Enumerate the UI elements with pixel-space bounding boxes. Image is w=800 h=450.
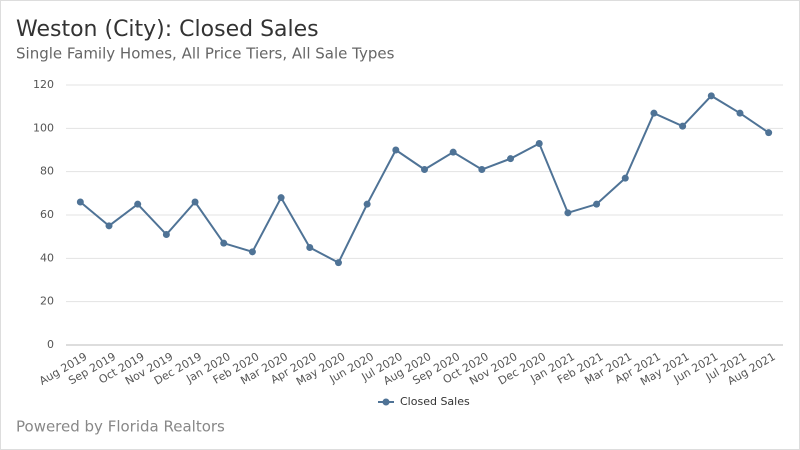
point <box>220 239 228 247</box>
legend-label: Closed Sales <box>400 395 470 408</box>
point <box>478 166 486 173</box>
y-tick-label: 120 <box>33 78 54 91</box>
y-tick-label: 40 <box>40 251 54 264</box>
point <box>392 146 400 154</box>
point <box>507 155 515 163</box>
point <box>535 140 543 147</box>
point <box>765 129 773 137</box>
point <box>334 259 342 267</box>
point <box>679 122 687 130</box>
point <box>449 148 457 156</box>
chart-subtitle: Single Family Homes, All Price Tiers, Al… <box>16 45 395 63</box>
y-tick-label: 80 <box>40 165 54 178</box>
point <box>363 200 371 208</box>
point <box>191 198 199 206</box>
legend-marker <box>382 398 390 406</box>
point <box>650 109 658 117</box>
point <box>306 244 314 251</box>
y-tick-label: 100 <box>33 121 54 134</box>
point <box>421 166 428 173</box>
footer: Powered by Florida Realtors <box>16 418 225 436</box>
point <box>707 92 715 100</box>
point <box>248 248 256 256</box>
point <box>621 174 629 182</box>
point <box>162 231 170 238</box>
point <box>76 198 84 206</box>
point <box>105 222 113 230</box>
point <box>134 200 142 208</box>
point <box>277 194 285 202</box>
point <box>564 209 572 217</box>
y-tick-label: 60 <box>40 208 54 221</box>
y-tick-label: 0 <box>47 338 54 351</box>
point <box>736 109 744 117</box>
point <box>593 200 601 208</box>
y-tick-label: 20 <box>40 295 54 308</box>
chart-title: Weston (City): Closed Sales <box>16 17 319 42</box>
